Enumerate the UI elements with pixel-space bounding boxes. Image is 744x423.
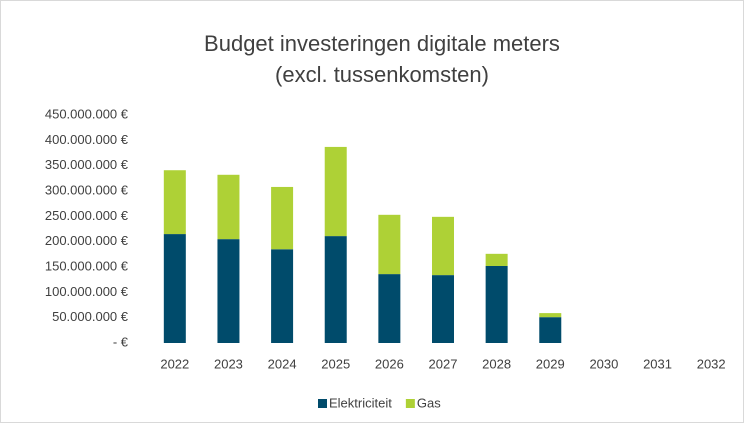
bar-segment <box>432 216 454 276</box>
bar-segment <box>432 275 454 343</box>
legend-label: Elektriciteit <box>329 395 392 410</box>
x-tick-label: 2031 <box>643 356 672 371</box>
bar-segment <box>378 274 401 343</box>
bar-segment <box>378 214 401 275</box>
y-tick-label: 350.000.000 € <box>45 157 129 172</box>
bar-segment <box>163 234 186 343</box>
x-tick-label: 2022 <box>160 356 189 371</box>
bar-segment <box>271 186 294 250</box>
chart-subtitle: (excl. tussenkomsten) <box>275 62 489 87</box>
x-tick-label: 2025 <box>321 356 350 371</box>
bar-segment <box>324 236 347 343</box>
bar-segment <box>539 317 562 343</box>
legend-swatch <box>405 399 415 408</box>
bar-segment <box>539 313 562 318</box>
bar-segment <box>217 174 240 240</box>
y-tick-label: 250.000.000 € <box>45 208 129 223</box>
x-tick-label: 2023 <box>214 356 243 371</box>
chart-title: Budget investeringen digitale meters <box>204 31 560 56</box>
x-tick-label: 2026 <box>375 356 404 371</box>
y-tick-label: - € <box>113 334 129 349</box>
y-tick-label: 400.000.000 € <box>45 132 129 147</box>
bar-segment <box>485 253 508 266</box>
bar-segment <box>324 146 347 237</box>
x-tick-label: 2027 <box>429 356 458 371</box>
x-tick-label: 2029 <box>536 356 565 371</box>
bar-segment <box>217 239 240 343</box>
bar-segment <box>485 265 508 343</box>
y-tick-label: 200.000.000 € <box>45 233 129 248</box>
y-tick-label: 150.000.000 € <box>45 258 129 273</box>
bar-segment <box>271 249 294 343</box>
y-tick-label: 300.000.000 € <box>45 182 129 197</box>
x-tick-label: 2028 <box>482 356 511 371</box>
y-tick-label: 50.000.000 € <box>52 309 129 324</box>
y-tick-label: 100.000.000 € <box>45 284 129 299</box>
legend-label: Gas <box>417 395 441 410</box>
bar-segment <box>163 170 186 235</box>
legend-swatch <box>318 399 327 408</box>
x-tick-label: 2032 <box>697 356 726 371</box>
y-tick-label: 450.000.000 € <box>45 106 129 121</box>
x-tick-label: 2030 <box>589 356 618 371</box>
x-tick-label: 2024 <box>268 356 297 371</box>
